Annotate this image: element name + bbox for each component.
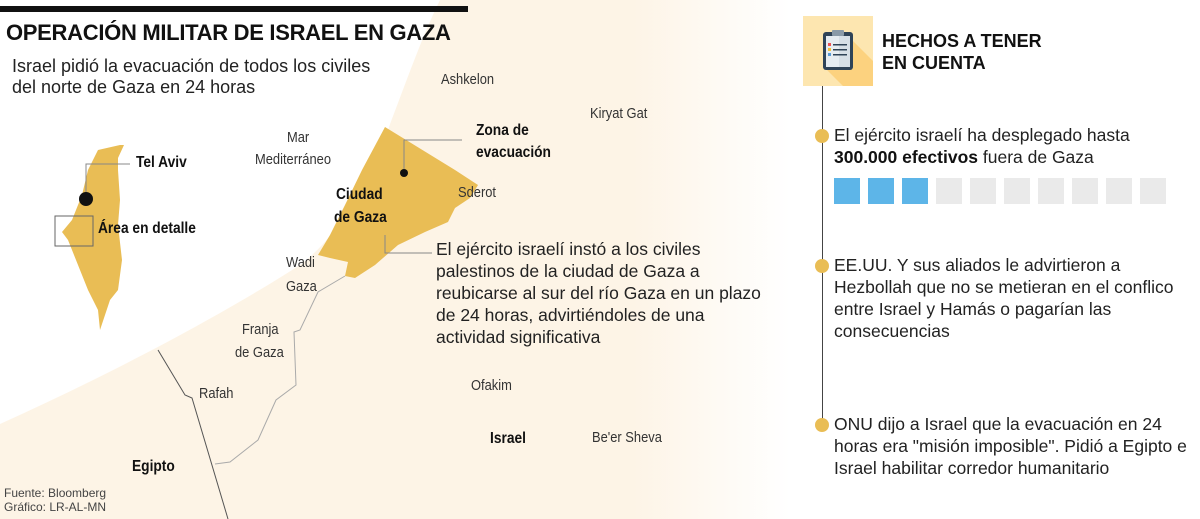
square-empty <box>1038 178 1064 204</box>
square-empty <box>1106 178 1132 204</box>
fact-3: ONU dijo a Israel que la evacuación en 2… <box>834 414 1187 478</box>
zona-marker <box>400 169 408 177</box>
map-background <box>0 0 790 519</box>
egypt-border <box>157 349 229 519</box>
label-franja-gaza: de Gaza <box>235 344 284 361</box>
square-empty <box>1072 178 1098 204</box>
fact-bullet-2 <box>815 259 829 273</box>
square-empty <box>970 178 996 204</box>
tel-aviv-leader <box>85 163 130 197</box>
fact-bullet-3 <box>815 418 829 432</box>
fact-1-highlight: 300.000 efectivos <box>834 147 978 167</box>
square-empty <box>936 178 962 204</box>
label-sderot: Sderot <box>458 184 497 201</box>
label-ciudad: Ciudad <box>336 186 383 203</box>
callout-leader-line <box>384 235 432 254</box>
source-line: Fuente: Bloomberg <box>4 486 107 500</box>
fact-bullet-1 <box>815 129 829 143</box>
land-area <box>0 0 790 519</box>
facts-title-line2: EN CUENTA <box>882 53 986 73</box>
clipboard-icon-box <box>803 16 873 86</box>
timeline-line <box>822 86 823 426</box>
callout-text: El ejército israelí instó a los civiles … <box>436 239 761 347</box>
fact-1: El ejército israelí ha desplegado hasta … <box>834 124 1194 168</box>
fact-1-text: El ejército israelí ha desplegado hasta <box>834 125 1130 145</box>
evacuation-zone <box>318 127 478 278</box>
label-evacuacion: evacuación <box>476 144 551 161</box>
label-tel-aviv: Tel Aviv <box>136 154 187 171</box>
label-israel: Israel <box>490 430 526 447</box>
label-de-gaza: de Gaza <box>334 209 387 226</box>
label-mar: Mar <box>287 129 310 146</box>
graphic-credit-line: Gráfico: LR-AL-MN <box>4 500 107 514</box>
page-subtitle: Israel pidió la evacuación de todos los … <box>12 56 371 97</box>
facts-panel-title: HECHOS A TENER EN CUENTA <box>882 30 1042 74</box>
clipboard-icon <box>823 30 873 86</box>
square-empty <box>1140 178 1166 204</box>
label-wadi-gaza: Gaza <box>286 278 317 295</box>
square-filled <box>868 178 894 204</box>
page-title: OPERACIÓN MILITAR DE ISRAEL EN GAZA <box>6 20 451 45</box>
facts-title-line1: HECHOS A TENER <box>882 31 1042 51</box>
label-beer-sheva: Be'er Sheva <box>592 429 662 446</box>
tel-aviv-marker <box>79 192 93 206</box>
label-egipto: Egipto <box>132 458 175 475</box>
label-ofakim: Ofakim <box>471 377 512 394</box>
detail-area-box <box>54 215 94 247</box>
fact-1-suffix: fuera de Gaza <box>978 147 1094 167</box>
square-filled <box>834 178 860 204</box>
label-rafah: Rafah <box>199 385 234 402</box>
top-rule <box>0 6 468 12</box>
square-empty <box>1004 178 1030 204</box>
label-zona-de: Zona de <box>476 122 529 139</box>
source-credit: Fuente: Bloomberg Gráfico: LR-AL-MN <box>4 486 106 514</box>
label-area-detalle: Área en detalle <box>98 220 196 237</box>
label-kiryat-gat: Kiryat Gat <box>590 105 648 122</box>
zona-leader-line <box>403 139 462 172</box>
label-franja: Franja <box>242 321 279 338</box>
gaza-border <box>214 275 346 465</box>
square-filled <box>902 178 928 204</box>
label-wadi: Wadi <box>286 254 315 271</box>
fact-2: EE.UU. Y sus aliados le advirtieron a He… <box>834 255 1174 341</box>
label-ashkelon: Ashkelon <box>441 71 495 88</box>
troops-squares-chart <box>834 178 1166 204</box>
label-mediterraneo: Mediterráneo <box>255 151 332 168</box>
